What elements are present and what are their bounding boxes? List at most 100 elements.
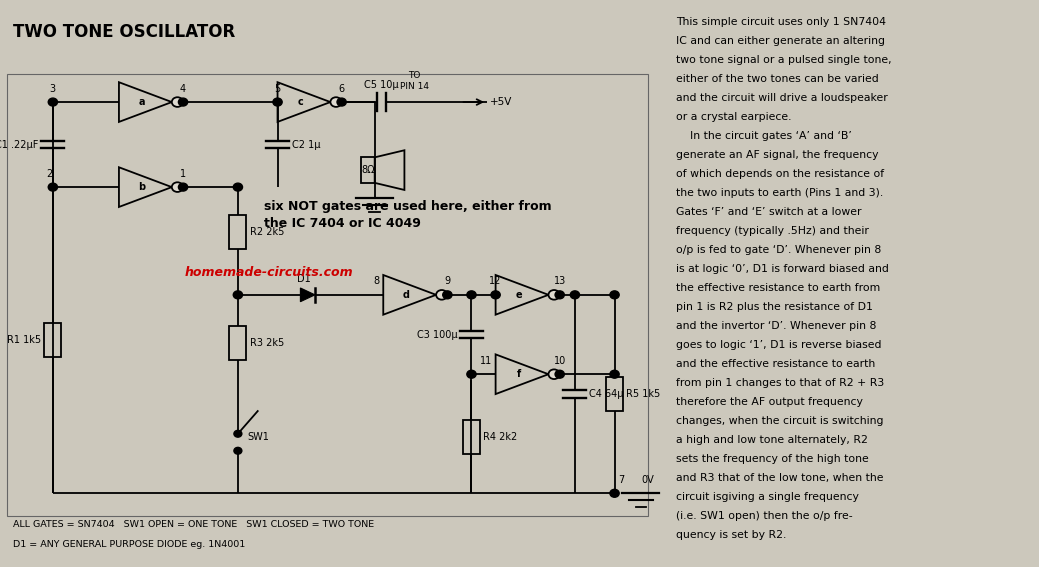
Circle shape: [443, 291, 452, 299]
Circle shape: [549, 290, 560, 300]
Text: generate an AF signal, the frequency: generate an AF signal, the frequency: [676, 150, 878, 160]
Circle shape: [273, 98, 283, 106]
Text: ALL GATES = SN7404   SW1 OPEN = ONE TONE   SW1 CLOSED = TWO TONE: ALL GATES = SN7404 SW1 OPEN = ONE TONE S…: [14, 520, 374, 529]
Text: 12: 12: [489, 276, 502, 286]
Text: 7: 7: [618, 475, 624, 485]
Bar: [45, 323, 61, 357]
Text: two tone signal or a pulsed single tone,: two tone signal or a pulsed single tone,: [676, 55, 891, 65]
Text: 0V: 0V: [641, 475, 654, 485]
Text: quency is set by R2.: quency is set by R2.: [676, 530, 787, 540]
Text: R5 1k5: R5 1k5: [627, 389, 661, 399]
Circle shape: [570, 291, 580, 299]
Circle shape: [48, 183, 57, 191]
Bar: [463, 420, 480, 454]
Text: 3: 3: [50, 83, 56, 94]
Circle shape: [330, 98, 342, 107]
Circle shape: [234, 183, 242, 191]
Text: R2 2k5: R2 2k5: [249, 227, 284, 238]
Text: c: c: [298, 97, 303, 107]
Circle shape: [436, 290, 448, 300]
Text: D1: D1: [297, 273, 311, 284]
Bar: [606, 377, 623, 411]
Text: and the invertor ‘D’. Whenever pin 8: and the invertor ‘D’. Whenever pin 8: [676, 321, 876, 331]
Circle shape: [171, 183, 183, 192]
Text: +5V: +5V: [490, 97, 512, 107]
Text: TWO TONE OSCILLATOR: TWO TONE OSCILLATOR: [14, 23, 236, 41]
Bar: [230, 215, 246, 249]
Text: six NOT gates are used here, either from
the IC 7404 or IC 4049: six NOT gates are used here, either from…: [264, 201, 552, 230]
Circle shape: [171, 98, 183, 107]
Text: and R3 that of the low tone, when the: and R3 that of the low tone, when the: [676, 473, 883, 483]
Text: C2 1μ: C2 1μ: [292, 139, 320, 150]
Text: the effective resistance to earth from: the effective resistance to earth from: [676, 283, 880, 293]
Text: 11: 11: [480, 356, 492, 366]
Text: IC and can either generate an altering: IC and can either generate an altering: [676, 36, 885, 46]
Text: C4 64μ: C4 64μ: [589, 389, 623, 399]
Circle shape: [179, 98, 188, 106]
Circle shape: [610, 291, 619, 299]
Text: C3 100μ: C3 100μ: [417, 329, 457, 340]
Text: 6: 6: [339, 83, 345, 94]
Bar: [362, 158, 375, 183]
Text: f: f: [516, 369, 521, 379]
Text: homemade-circuits.com: homemade-circuits.com: [185, 266, 353, 278]
Text: 10: 10: [554, 356, 566, 366]
Text: frequency (typically .5Hz) and their: frequency (typically .5Hz) and their: [676, 226, 869, 236]
Text: from pin 1 changes to that of R2 + R3: from pin 1 changes to that of R2 + R3: [676, 378, 884, 388]
Text: (i.e. SW1 open) then the o/p fre-: (i.e. SW1 open) then the o/p fre-: [676, 511, 853, 521]
Text: e: e: [515, 290, 522, 300]
Text: Gates ‘F’ and ‘E’ switch at a lower: Gates ‘F’ and ‘E’ switch at a lower: [676, 207, 861, 217]
Text: sets the frequency of the high tone: sets the frequency of the high tone: [676, 454, 869, 464]
Circle shape: [467, 291, 476, 299]
Text: R1 1k5: R1 1k5: [7, 335, 41, 345]
Circle shape: [555, 291, 564, 299]
Text: the two inputs to earth (Pins 1 and 3).: the two inputs to earth (Pins 1 and 3).: [676, 188, 883, 198]
Text: of which depends on the resistance of: of which depends on the resistance of: [676, 169, 884, 179]
Bar: [230, 326, 246, 360]
Text: therefore the AF output frequency: therefore the AF output frequency: [676, 397, 862, 407]
Text: 1: 1: [180, 168, 186, 179]
Circle shape: [234, 447, 242, 454]
Text: pin 1 is R2 plus the resistance of D1: pin 1 is R2 plus the resistance of D1: [676, 302, 873, 312]
Text: This simple circuit uses only 1 SN7404: This simple circuit uses only 1 SN7404: [676, 17, 886, 27]
Text: goes to logic ‘1’, D1 is reverse biased: goes to logic ‘1’, D1 is reverse biased: [676, 340, 881, 350]
Text: C1 .22μF: C1 .22μF: [0, 139, 38, 150]
Bar: [6, 74, 647, 516]
Text: 5: 5: [274, 83, 281, 94]
Text: circuit isgiving a single frequency: circuit isgiving a single frequency: [676, 492, 859, 502]
Text: a: a: [139, 97, 145, 107]
Text: 8: 8: [374, 276, 380, 286]
Text: 8Ω: 8Ω: [362, 165, 375, 175]
Text: 4: 4: [180, 83, 186, 94]
Circle shape: [610, 370, 619, 378]
Polygon shape: [300, 288, 315, 302]
Text: 13: 13: [554, 276, 566, 286]
Circle shape: [234, 291, 242, 299]
Circle shape: [179, 183, 188, 191]
Text: R3 2k5: R3 2k5: [249, 338, 284, 348]
Text: and the effective resistance to earth: and the effective resistance to earth: [676, 359, 875, 369]
Circle shape: [467, 370, 476, 378]
Circle shape: [48, 98, 57, 106]
Text: In the circuit gates ‘A’ and ‘B’: In the circuit gates ‘A’ and ‘B’: [676, 131, 852, 141]
Text: o/p is fed to gate ‘D’. Whenever pin 8: o/p is fed to gate ‘D’. Whenever pin 8: [676, 245, 881, 255]
Circle shape: [234, 430, 242, 437]
Text: changes, when the circuit is switching: changes, when the circuit is switching: [676, 416, 883, 426]
Text: either of the two tones can be varied: either of the two tones can be varied: [676, 74, 879, 84]
Text: or a crystal earpiece.: or a crystal earpiece.: [676, 112, 792, 122]
Text: a high and low tone alternately, R2: a high and low tone alternately, R2: [676, 435, 868, 445]
Circle shape: [491, 291, 500, 299]
Text: is at logic ‘0’, D1 is forward biased and: is at logic ‘0’, D1 is forward biased an…: [676, 264, 888, 274]
Text: R4 2k2: R4 2k2: [483, 431, 517, 442]
Text: b: b: [138, 182, 145, 192]
Text: D1 = ANY GENERAL PURPOSE DIODE eg. 1N4001: D1 = ANY GENERAL PURPOSE DIODE eg. 1N400…: [14, 540, 245, 549]
Text: 9: 9: [445, 276, 451, 286]
Text: d: d: [403, 290, 410, 300]
Circle shape: [549, 370, 560, 379]
Circle shape: [337, 98, 346, 106]
Text: TO
PIN 14: TO PIN 14: [400, 71, 429, 91]
Circle shape: [610, 489, 619, 497]
Text: 2: 2: [47, 168, 53, 179]
Text: C5 10μ: C5 10μ: [364, 79, 399, 90]
Text: and the circuit will drive a loudspeaker: and the circuit will drive a loudspeaker: [676, 93, 887, 103]
